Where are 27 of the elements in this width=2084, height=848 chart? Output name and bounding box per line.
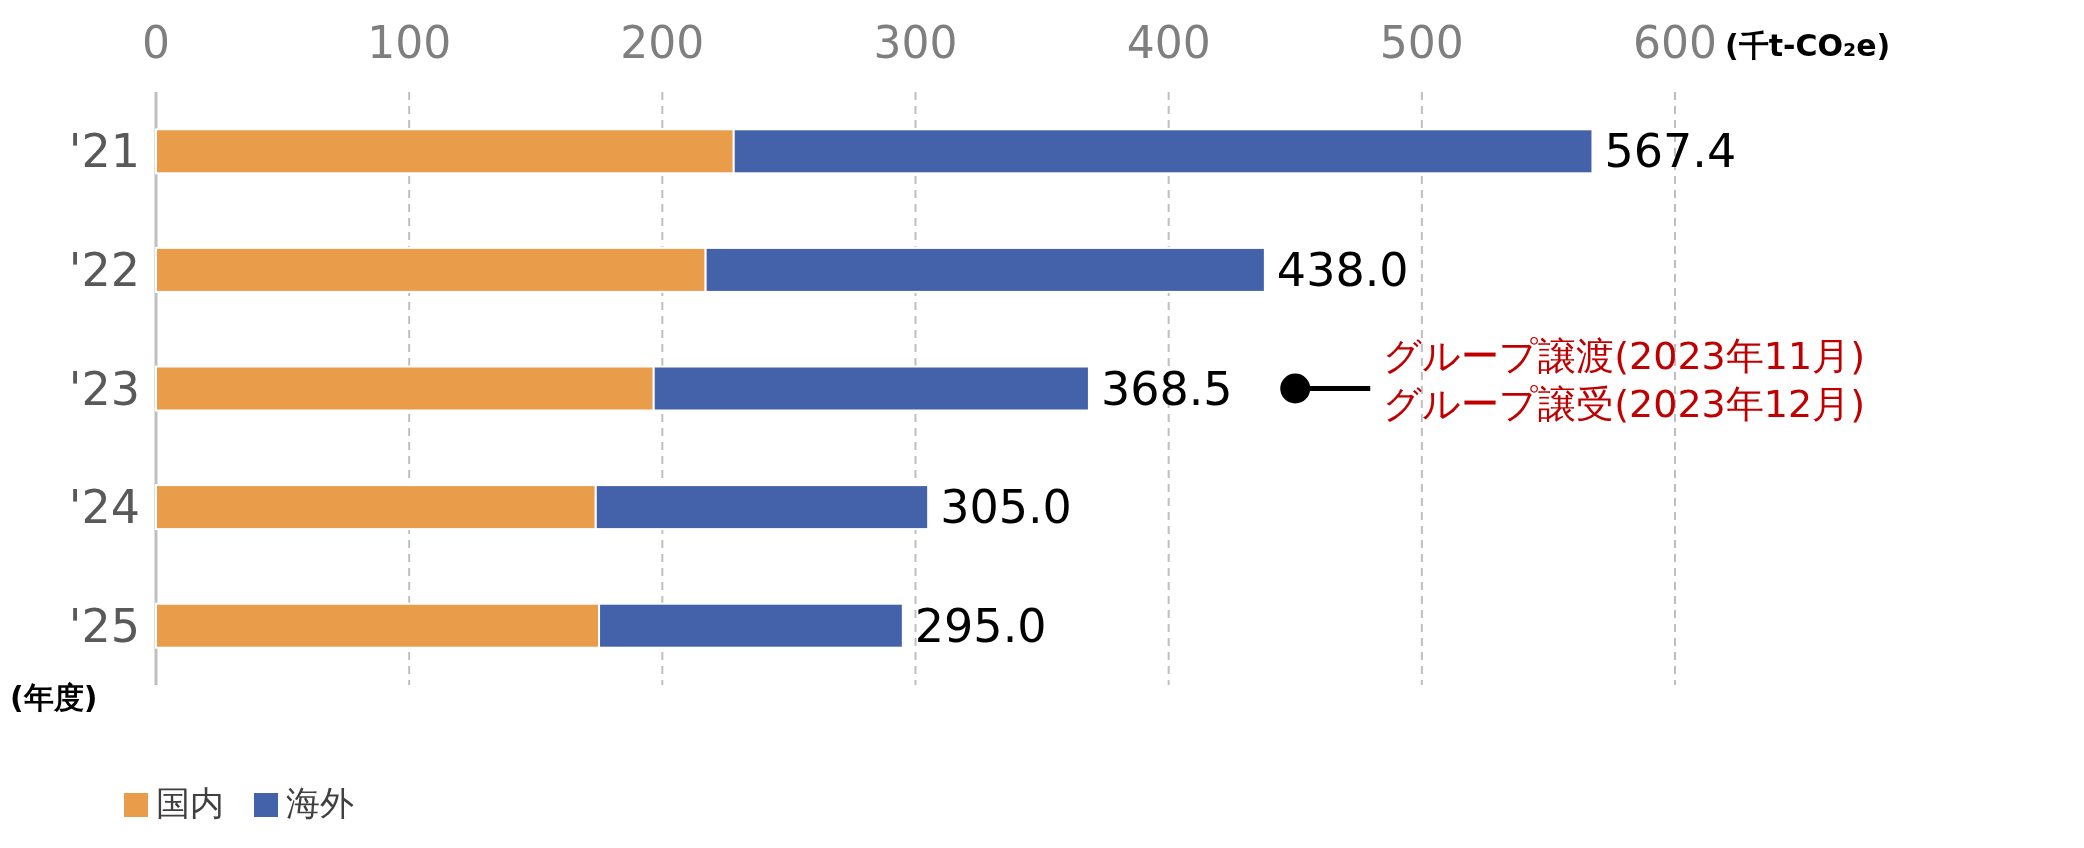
y-tick-label: '23 (68, 361, 140, 416)
annotation: グループ譲渡(2023年11月) グループ譲受(2023年12月) (1383, 333, 1865, 426)
total-label: 438.0 (1276, 242, 1409, 297)
total-label: 567.4 (1604, 124, 1737, 179)
total-label: 305.0 (940, 480, 1072, 535)
total-label: 295.0 (914, 598, 1047, 653)
x-tick-label: 400 (1126, 17, 1211, 68)
x-axis-title: (千t-CO₂e) (1725, 28, 1891, 63)
x-tick-label: 200 (620, 17, 705, 68)
x-tick-label: 0 (142, 17, 170, 68)
y-axis-title: (年度) (10, 680, 98, 715)
x-tick-label: 600 (1633, 17, 1717, 68)
total-label: 368.5 (1100, 361, 1233, 416)
y-tick-label: '21 (68, 124, 140, 179)
y-tick-label: '25 (68, 598, 140, 653)
bar (704, 246, 1266, 293)
bar (594, 484, 930, 531)
bar (732, 128, 1594, 175)
bar (652, 365, 1090, 412)
legend-label: 海外 (286, 783, 354, 823)
legend-label: 国内 (156, 783, 224, 823)
y-tick-label: '24 (68, 480, 140, 535)
bar (598, 602, 904, 649)
x-tick-label: 500 (1379, 17, 1464, 68)
x-tick-label: 300 (873, 17, 958, 68)
x-tick-label: 100 (367, 17, 452, 68)
y-tick-label: '22 (68, 242, 140, 297)
